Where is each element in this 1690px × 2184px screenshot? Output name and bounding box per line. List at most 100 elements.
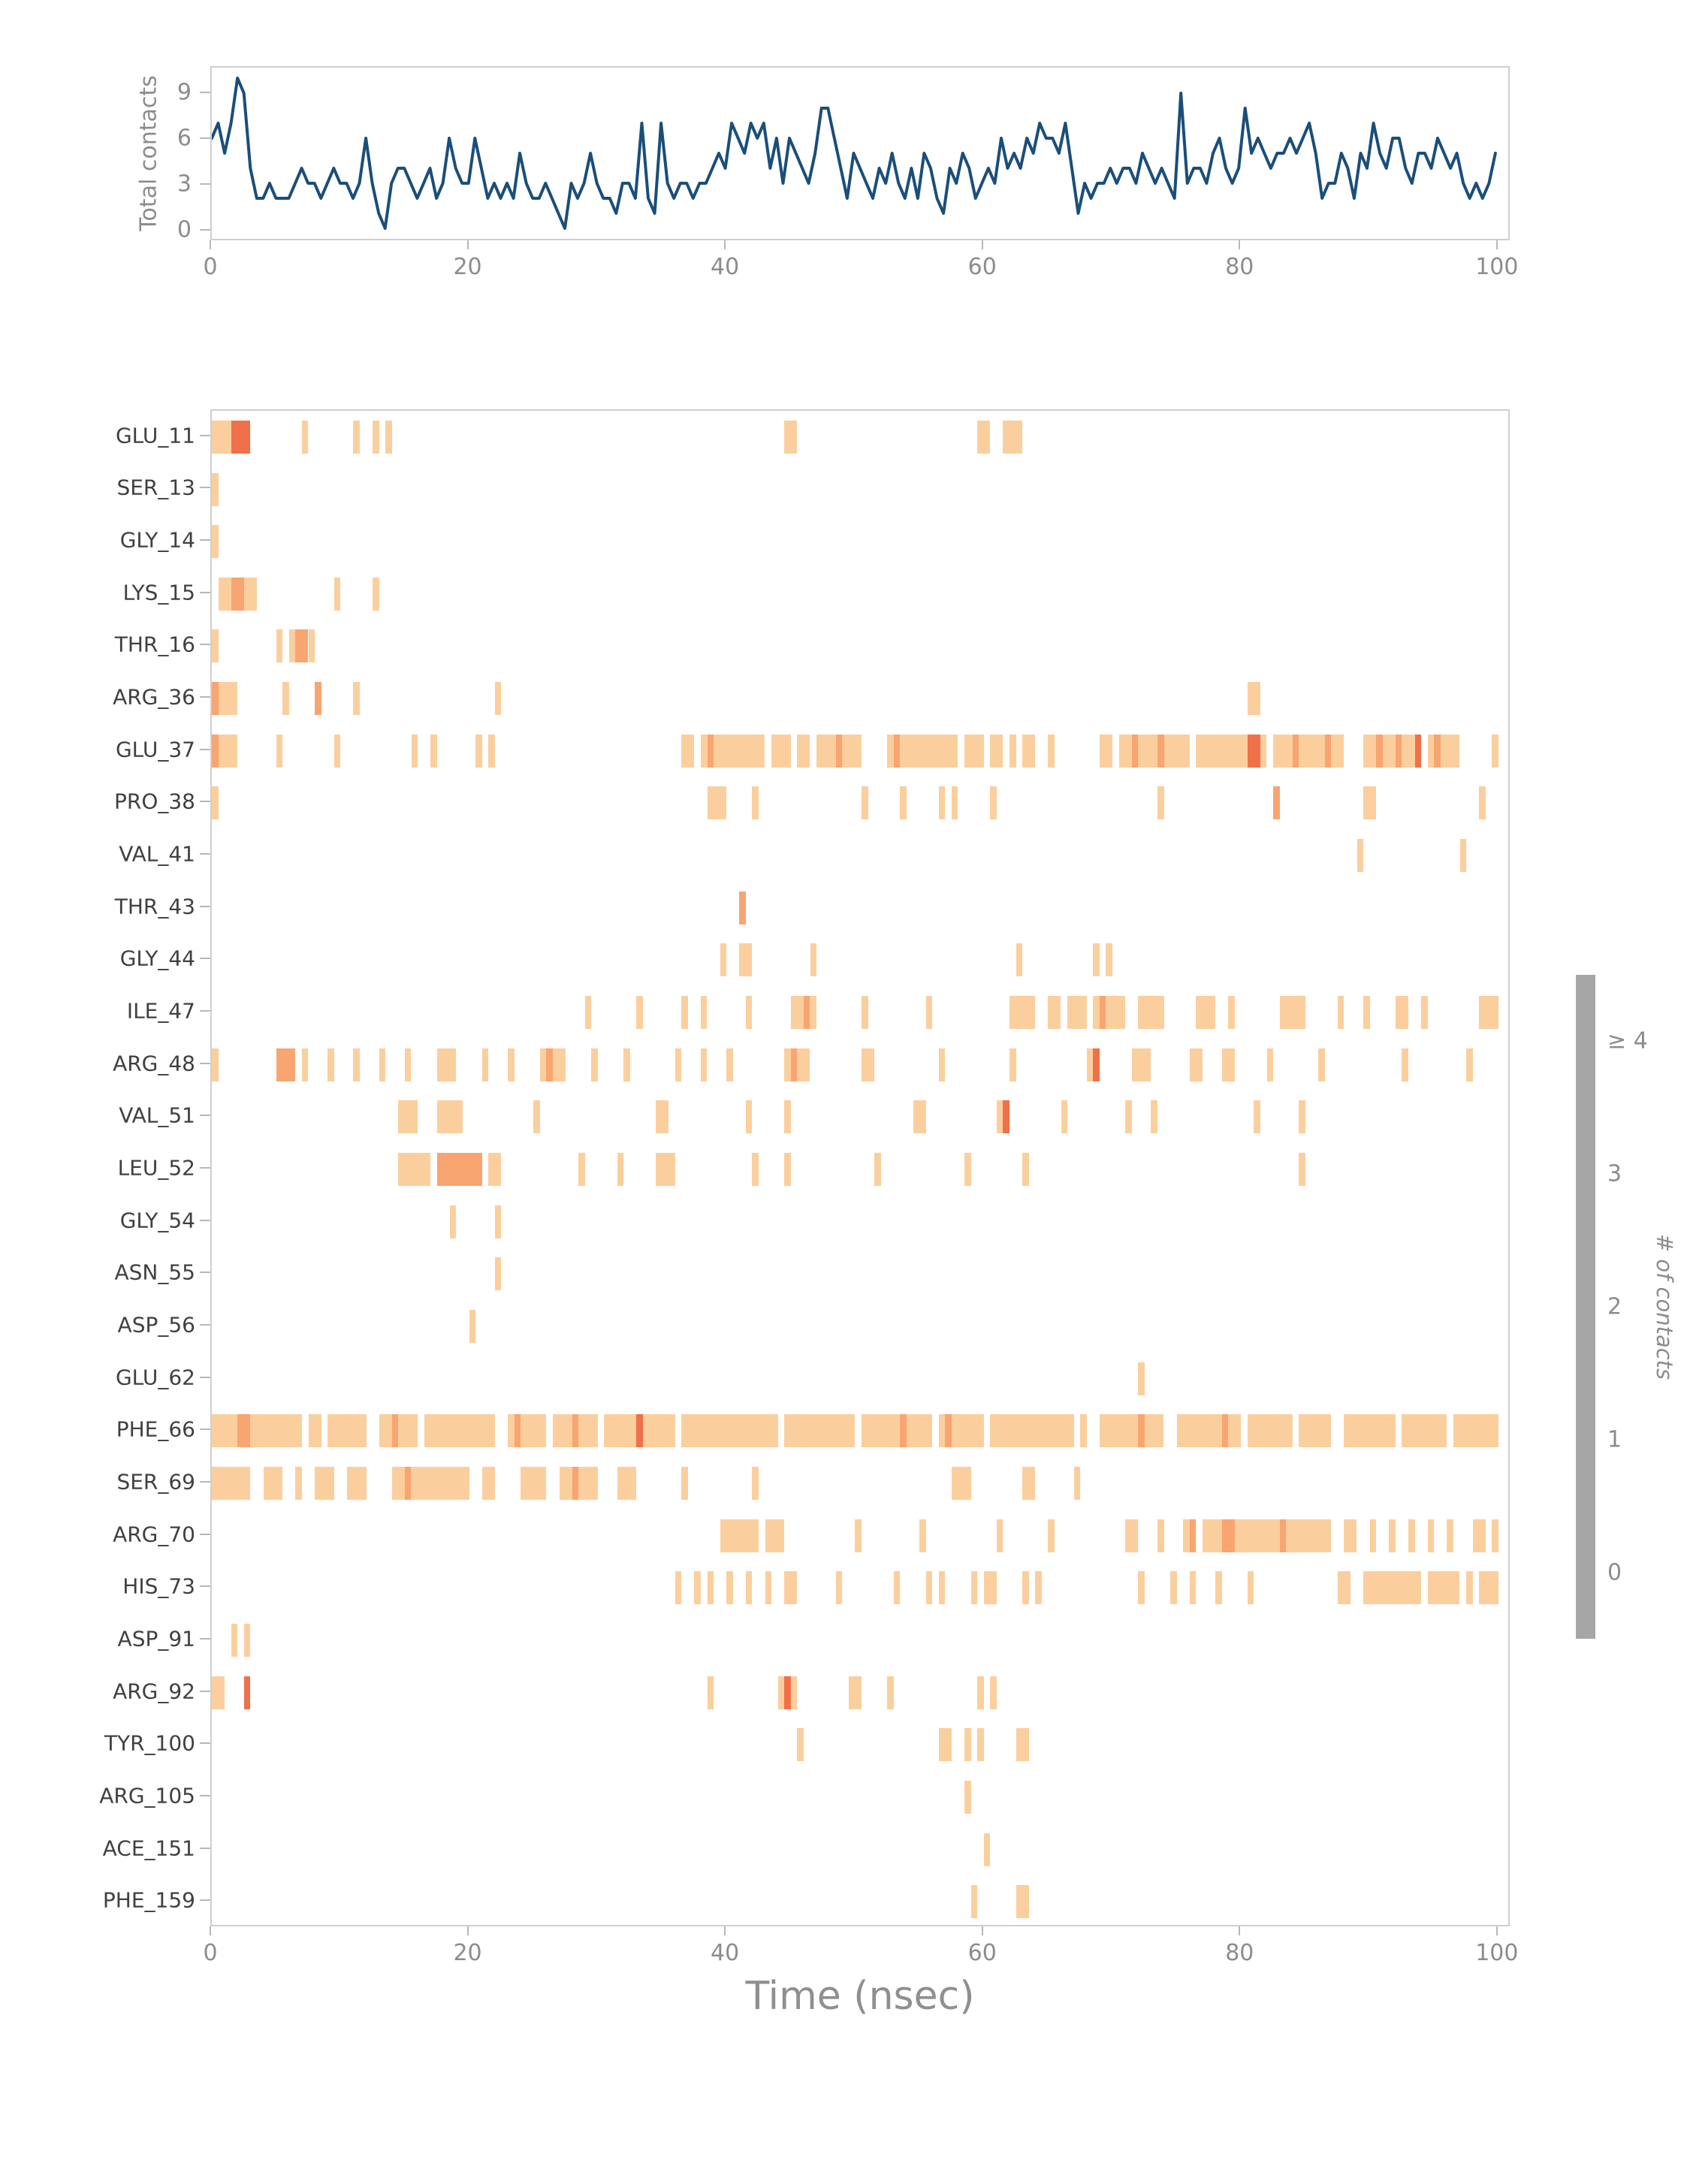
x-tick-mark — [981, 1926, 983, 1935]
contact-segment — [436, 1153, 482, 1186]
contact-segment — [1273, 734, 1344, 768]
total-contacts-line — [212, 77, 1497, 230]
residue-tick-mark — [200, 1899, 210, 1902]
contact-segment — [694, 1571, 701, 1605]
contact-segment — [1408, 1519, 1415, 1552]
contact-segment — [1427, 1571, 1460, 1605]
contact-segment — [218, 734, 238, 768]
contact-segment — [1395, 734, 1402, 768]
y-tick-label: 9 — [177, 79, 192, 106]
contact-segment — [765, 1571, 772, 1605]
contact-segment — [301, 420, 309, 454]
contact-segment — [913, 1100, 926, 1134]
contact-segment — [212, 1676, 225, 1709]
contact-segment — [346, 1466, 367, 1500]
contact-segment — [218, 577, 231, 611]
contact-segment — [1357, 839, 1364, 873]
residue-label: PHE_66 — [116, 1416, 195, 1442]
contact-segment — [494, 1205, 502, 1238]
y-tick-label: 6 — [177, 125, 192, 152]
contact-segment — [212, 525, 219, 559]
residue-tick-mark — [200, 1271, 210, 1274]
contact-segment — [1363, 786, 1377, 820]
residue-tick-mark — [200, 1533, 210, 1535]
contact-segment — [315, 1466, 334, 1500]
contact-segment — [231, 1623, 238, 1657]
contact-segment — [938, 1728, 952, 1762]
residue-tick-mark — [200, 1167, 210, 1169]
contact-segment — [1344, 1414, 1396, 1448]
contact-segment — [1299, 1414, 1332, 1448]
contact-segment — [784, 1571, 798, 1605]
contact-segment — [1093, 996, 1126, 1029]
contact-segment — [681, 996, 688, 1029]
contact-segment — [379, 1048, 386, 1081]
contact-segment — [739, 891, 746, 925]
contact-segment — [1061, 1100, 1068, 1134]
contact-segment — [488, 734, 495, 768]
x-tick-label: 100 — [1475, 1940, 1519, 1966]
residue-label: PHE_159 — [102, 1887, 195, 1913]
contact-segment — [353, 1048, 360, 1081]
residue-label: ARG_92 — [113, 1679, 195, 1704]
contact-segment — [636, 1414, 643, 1448]
contact-segment — [1337, 996, 1344, 1029]
x-axis-title: Time (nsec) — [745, 1974, 975, 2019]
contact-segment — [398, 1100, 418, 1134]
contact-segment — [1479, 1571, 1498, 1605]
contact-segment — [970, 1885, 978, 1919]
contact-segment — [707, 734, 714, 768]
contact-segment — [1138, 1414, 1145, 1448]
contact-segment — [790, 1414, 856, 1448]
contact-segment — [938, 786, 946, 820]
contact-segment — [797, 734, 810, 768]
contact-segment — [1447, 1519, 1453, 1552]
contact-segment — [1421, 996, 1428, 1029]
contact-segment — [481, 1048, 489, 1081]
y-tick-label: 0 — [177, 216, 192, 243]
contact-segment — [1048, 996, 1061, 1029]
residue-tick-mark — [200, 1794, 210, 1796]
x-tick-label: 100 — [1475, 254, 1519, 280]
contact-segment — [1131, 734, 1139, 768]
residue-tick-mark — [200, 1323, 210, 1326]
residue-tick-mark — [200, 1219, 210, 1221]
contact-segment — [925, 996, 933, 1029]
contact-segment — [1189, 1519, 1197, 1552]
residue-tick-mark — [200, 1690, 210, 1692]
contact-segment — [1106, 943, 1112, 977]
contact-segment — [1189, 1048, 1203, 1081]
colorbar-tick-label: ≥ 4 — [1607, 1027, 1648, 1054]
contact-segment — [1080, 1414, 1087, 1448]
residue-tick-mark — [200, 748, 210, 750]
x-tick-mark — [1239, 240, 1241, 249]
residue-label: GLY_54 — [119, 1208, 195, 1233]
residue-label: LYS_15 — [122, 580, 195, 605]
residue-label: ILE_47 — [126, 998, 195, 1024]
contact-segment — [938, 1571, 946, 1605]
contact-segment — [430, 734, 437, 768]
contact-segment — [404, 1466, 412, 1500]
contact-segment — [1016, 1885, 1029, 1919]
contact-segment — [810, 943, 817, 977]
contact-segment — [353, 682, 360, 716]
residue-label: ARG_36 — [113, 684, 195, 710]
contact-segment — [855, 1519, 862, 1552]
contact-segment — [295, 1466, 302, 1500]
residue-tick-mark — [200, 801, 210, 803]
residue-tick-mark — [200, 1585, 210, 1588]
contact-segment — [1093, 1048, 1100, 1081]
colorbar-tick-label: 0 — [1607, 1559, 1622, 1586]
contact-segment — [1215, 1571, 1222, 1605]
contact-segment — [964, 1780, 971, 1814]
contact-segment — [1376, 734, 1383, 768]
contact-segment — [739, 943, 753, 977]
contact-segment — [1427, 734, 1460, 768]
contact-segment — [237, 1414, 251, 1448]
contact-segment — [1363, 996, 1370, 1029]
residue-tick-mark — [200, 905, 210, 907]
contact-segment — [951, 1466, 971, 1500]
total-contacts-plot-area — [210, 66, 1510, 240]
contact-segment — [1009, 734, 1016, 768]
contact-segment — [1228, 996, 1235, 1029]
